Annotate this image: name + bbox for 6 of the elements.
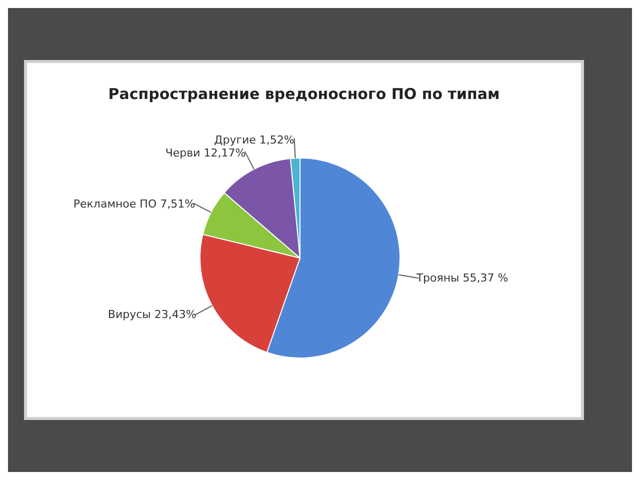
slice-label: Другие 1,52% [214, 134, 294, 147]
slice-label: Рекламное ПО 7,51% [73, 198, 196, 211]
slice-label: Вирусы 23,43% [108, 308, 196, 321]
chart-title: Распространение вредоносного ПО по типам [107, 85, 501, 103]
slice-label: Трояны 55,37 % [415, 271, 508, 284]
slice-label: Черви 12,17% [165, 146, 246, 160]
